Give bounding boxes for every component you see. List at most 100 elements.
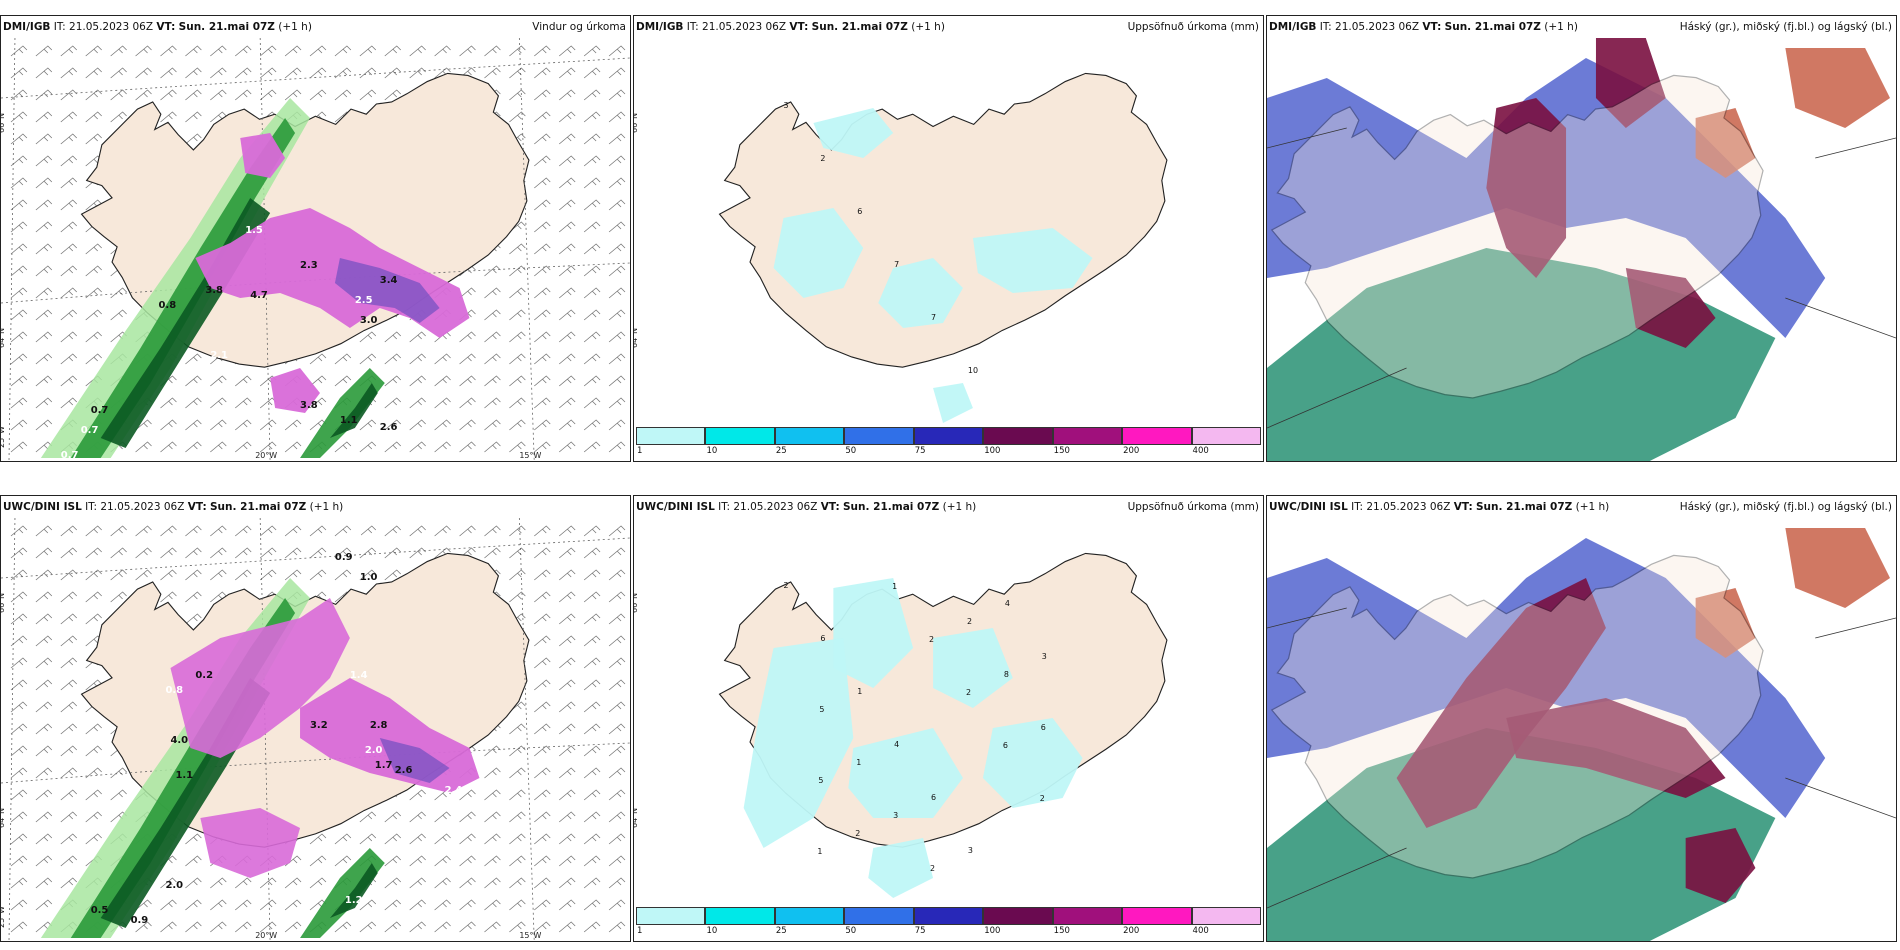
wind-barb <box>459 331 476 343</box>
wind-barb <box>10 811 28 823</box>
wind-barb <box>409 441 426 453</box>
accum-value-label: 4 <box>894 740 899 749</box>
iceland-outline <box>1270 74 1764 399</box>
wind-barb <box>85 547 102 559</box>
accum-value-label: 5 <box>818 776 823 785</box>
wind-barb <box>534 331 551 343</box>
wind-barb <box>608 441 626 453</box>
precip-value-label: 2.6 <box>380 422 398 433</box>
wind-barb <box>509 45 526 57</box>
wind-barb <box>334 569 352 581</box>
accum-area <box>868 838 934 898</box>
wind-barb <box>185 441 202 453</box>
wind-barb <box>334 441 352 453</box>
colorbar-segment <box>983 907 1053 925</box>
wind-barb <box>234 397 252 409</box>
wind-barb <box>558 723 576 735</box>
wind-barb <box>534 199 551 211</box>
precip-area <box>300 848 385 938</box>
wind-barb <box>459 525 476 537</box>
wind-barb <box>85 111 102 123</box>
it-value: 21.05.2023 06Z <box>733 501 818 513</box>
precip-value-label: 1.7 <box>375 760 393 771</box>
wind-barb <box>608 635 626 647</box>
wind-barb <box>484 265 501 277</box>
wind-barb <box>60 67 78 79</box>
precip-value-label: 1.0 <box>360 572 378 583</box>
wind-barb <box>384 855 402 867</box>
wind-barb <box>583 397 601 409</box>
vt-value: Sun. 21.mai 07Z <box>811 21 908 33</box>
wind-barb <box>234 45 252 57</box>
wind-barb <box>409 419 426 431</box>
wind-barb <box>583 767 601 779</box>
wind-barb <box>484 745 501 757</box>
wind-barb <box>10 767 28 779</box>
wind-barb <box>35 177 53 189</box>
accum-value-label: 4 <box>1005 599 1010 608</box>
wind-barb <box>35 635 53 647</box>
wind-barb <box>234 877 252 889</box>
wind-barb <box>185 419 202 431</box>
wind-barb <box>185 921 202 933</box>
wind-barb <box>583 613 601 625</box>
wind-barb <box>509 397 526 409</box>
wind-barb <box>409 397 426 409</box>
wind-barb <box>309 525 327 537</box>
mid-cloud-area <box>1506 698 1726 798</box>
precip-value-label: 0.6 <box>355 532 373 543</box>
wind-barb <box>160 441 177 453</box>
wind-barb <box>459 855 476 867</box>
accum-area <box>972 228 1093 293</box>
colorbar-segment <box>636 427 706 445</box>
wind-barb <box>484 789 501 801</box>
wind-barb <box>210 899 227 911</box>
wind-barb <box>583 679 601 691</box>
precip-area <box>329 863 378 918</box>
wind-barb <box>434 877 451 889</box>
wind-barb <box>85 767 102 779</box>
wind-barb <box>583 309 601 321</box>
wind-barb <box>284 899 302 911</box>
wind-barb <box>583 657 601 669</box>
wind-barb <box>534 591 551 603</box>
wind-barb <box>85 243 102 255</box>
precip-area <box>70 118 296 458</box>
wind-barb <box>210 547 227 559</box>
wind-barb <box>284 921 302 933</box>
colorbar-tick-label: 100 <box>984 446 1001 456</box>
wind-barb <box>10 243 28 255</box>
wind-barb <box>409 811 426 823</box>
wind-barb <box>234 441 252 453</box>
wind-barb <box>35 265 53 277</box>
wind-barb <box>484 287 501 299</box>
wind-barb <box>434 397 451 409</box>
wind-barb <box>384 397 402 409</box>
model-name: UWC/DINI ISL <box>3 501 82 513</box>
wind-barb <box>484 331 501 343</box>
wind-barb <box>509 67 526 79</box>
wind-barb <box>35 569 53 581</box>
wind-barb <box>608 309 626 321</box>
panel-header: DMI/IGB IT: 21.05.2023 06Z VT: Sun. 21.m… <box>1267 16 1896 38</box>
accum-value-label: 8 <box>1004 670 1009 679</box>
precip-area <box>270 368 320 413</box>
wind-barb <box>284 877 302 889</box>
vt-label: VT: <box>820 501 840 513</box>
wind-barb <box>484 547 501 559</box>
wind-barb <box>35 199 53 211</box>
precip-value-label: 3.4 <box>380 275 398 286</box>
precip-value-label: 2.8 <box>370 720 388 731</box>
wind-barb <box>185 45 202 57</box>
panel-title: Uppsöfnuð úrkoma (mm) <box>1127 501 1259 513</box>
wind-barb <box>10 701 28 713</box>
wind-barb <box>234 67 252 79</box>
wind-barb <box>85 309 102 321</box>
accum-precip-map: 3 2 6 7 7 10 66°N 64°N <box>634 72 1168 423</box>
wind-barb <box>384 811 402 823</box>
wind-barb <box>160 899 177 911</box>
colorbar-segment <box>983 427 1053 445</box>
lead-time: (+1 h) <box>1544 21 1578 33</box>
it-value: 21.05.2023 06Z <box>69 21 154 33</box>
wind-barb <box>60 591 78 603</box>
